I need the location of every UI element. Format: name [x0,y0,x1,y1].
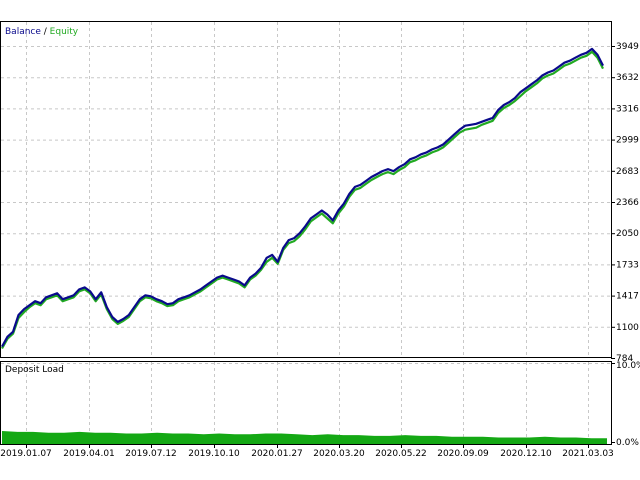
main-y-ticks: 3949 3632 3316 2999 2683 2366 2050 1733 1417 1100… [611,42,639,364]
x-tick-label: 2020.03.20 [313,449,365,459]
main-frame [0,21,612,358]
legend: Balance / Equity [5,27,79,37]
main-y-tick-label: 2999 [616,136,639,146]
deposit-y-tick-label: 0.0% [616,438,639,448]
main-series [1,47,604,350]
x-ticks: 2019.01.07 2019.04.01 2019.07.12 2019.10.10… [0,444,614,459]
x-tick-label: 2019.07.12 [125,449,177,459]
main-y-tick-label: 1417 [616,292,639,302]
deposit-title: Deposit Load [5,365,64,375]
main-y-tick-label: 2683 [616,167,639,177]
deposit-frame [0,361,612,445]
x-tick-label: 2020.09.09 [437,449,489,459]
x-tick-label: 2020.12.10 [500,449,552,459]
main-y-tick-label: 1100 [616,323,639,333]
x-tick-label: 2020.01.27 [251,449,303,459]
series-balance [1,47,604,348]
deposit-y-tick-label: 10.0% [616,361,640,371]
main-y-tick-label: 3632 [616,73,639,83]
deposit-grid [1,362,611,444]
deposit-load-area [2,431,607,444]
main-grid [1,22,611,357]
x-tick-label: 2021.03.03 [562,449,614,459]
main-y-tick-label: 2050 [616,229,639,239]
main-y-tick-label: 1733 [616,260,639,270]
x-tick-label: 2019.04.01 [63,449,115,459]
legend-balance: Balance [5,27,41,37]
main-y-tick-label: 3949 [616,42,639,52]
x-tick-label: 2019.10.10 [188,449,240,459]
main-y-tick-label: 3316 [616,104,639,114]
legend-equity: Equity [50,27,79,37]
deposit-series [2,431,607,444]
x-tick-label: 2019.01.07 [0,449,52,459]
legend-separator: / [41,27,50,37]
main-y-tick-label: 784 [616,354,633,364]
main-y-tick-label: 2366 [616,198,639,208]
deposit-y-ticks: 10.0% 0.0% [611,361,640,448]
x-tick-label: 2020.05.22 [375,449,427,459]
